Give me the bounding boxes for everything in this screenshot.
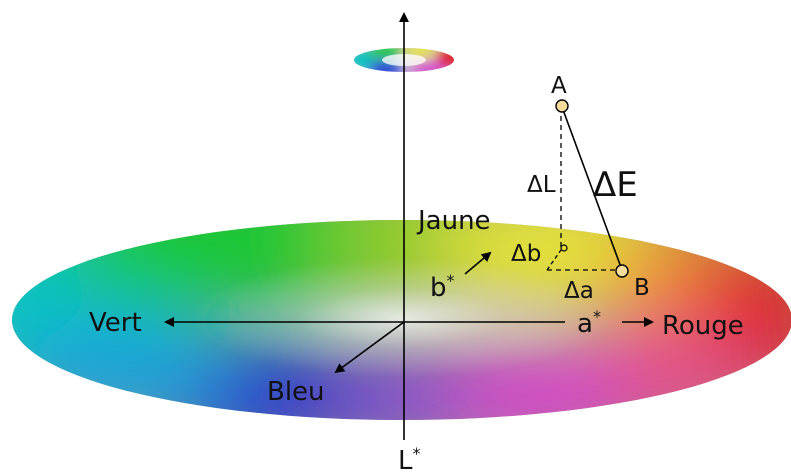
red-label: Rouge [662,311,744,341]
delta-b-midpoint [560,244,568,252]
blue-label: Bleu [267,377,325,407]
a-star-label: a* [577,307,601,339]
delta-a-label: Δa [564,278,594,304]
b-star-label: b* [430,271,455,303]
point-a-label: A [551,73,567,99]
green-label: Vert [89,308,142,338]
b-star-axis-negative [334,321,405,374]
l-star-label: L* [398,444,421,471]
delta-l-label: ΔL [527,172,556,198]
yellow-label: Jaune [416,206,491,236]
delta-b-label: Δb [511,241,541,267]
b-star-arrow [464,251,492,275]
delta-e-line [561,106,623,271]
point-b-marker [615,264,629,278]
point-b-label: B [634,275,650,301]
mini-hue-disc [354,48,454,72]
delta-e-label: ΔE [593,165,638,205]
point-a-marker [555,99,569,113]
